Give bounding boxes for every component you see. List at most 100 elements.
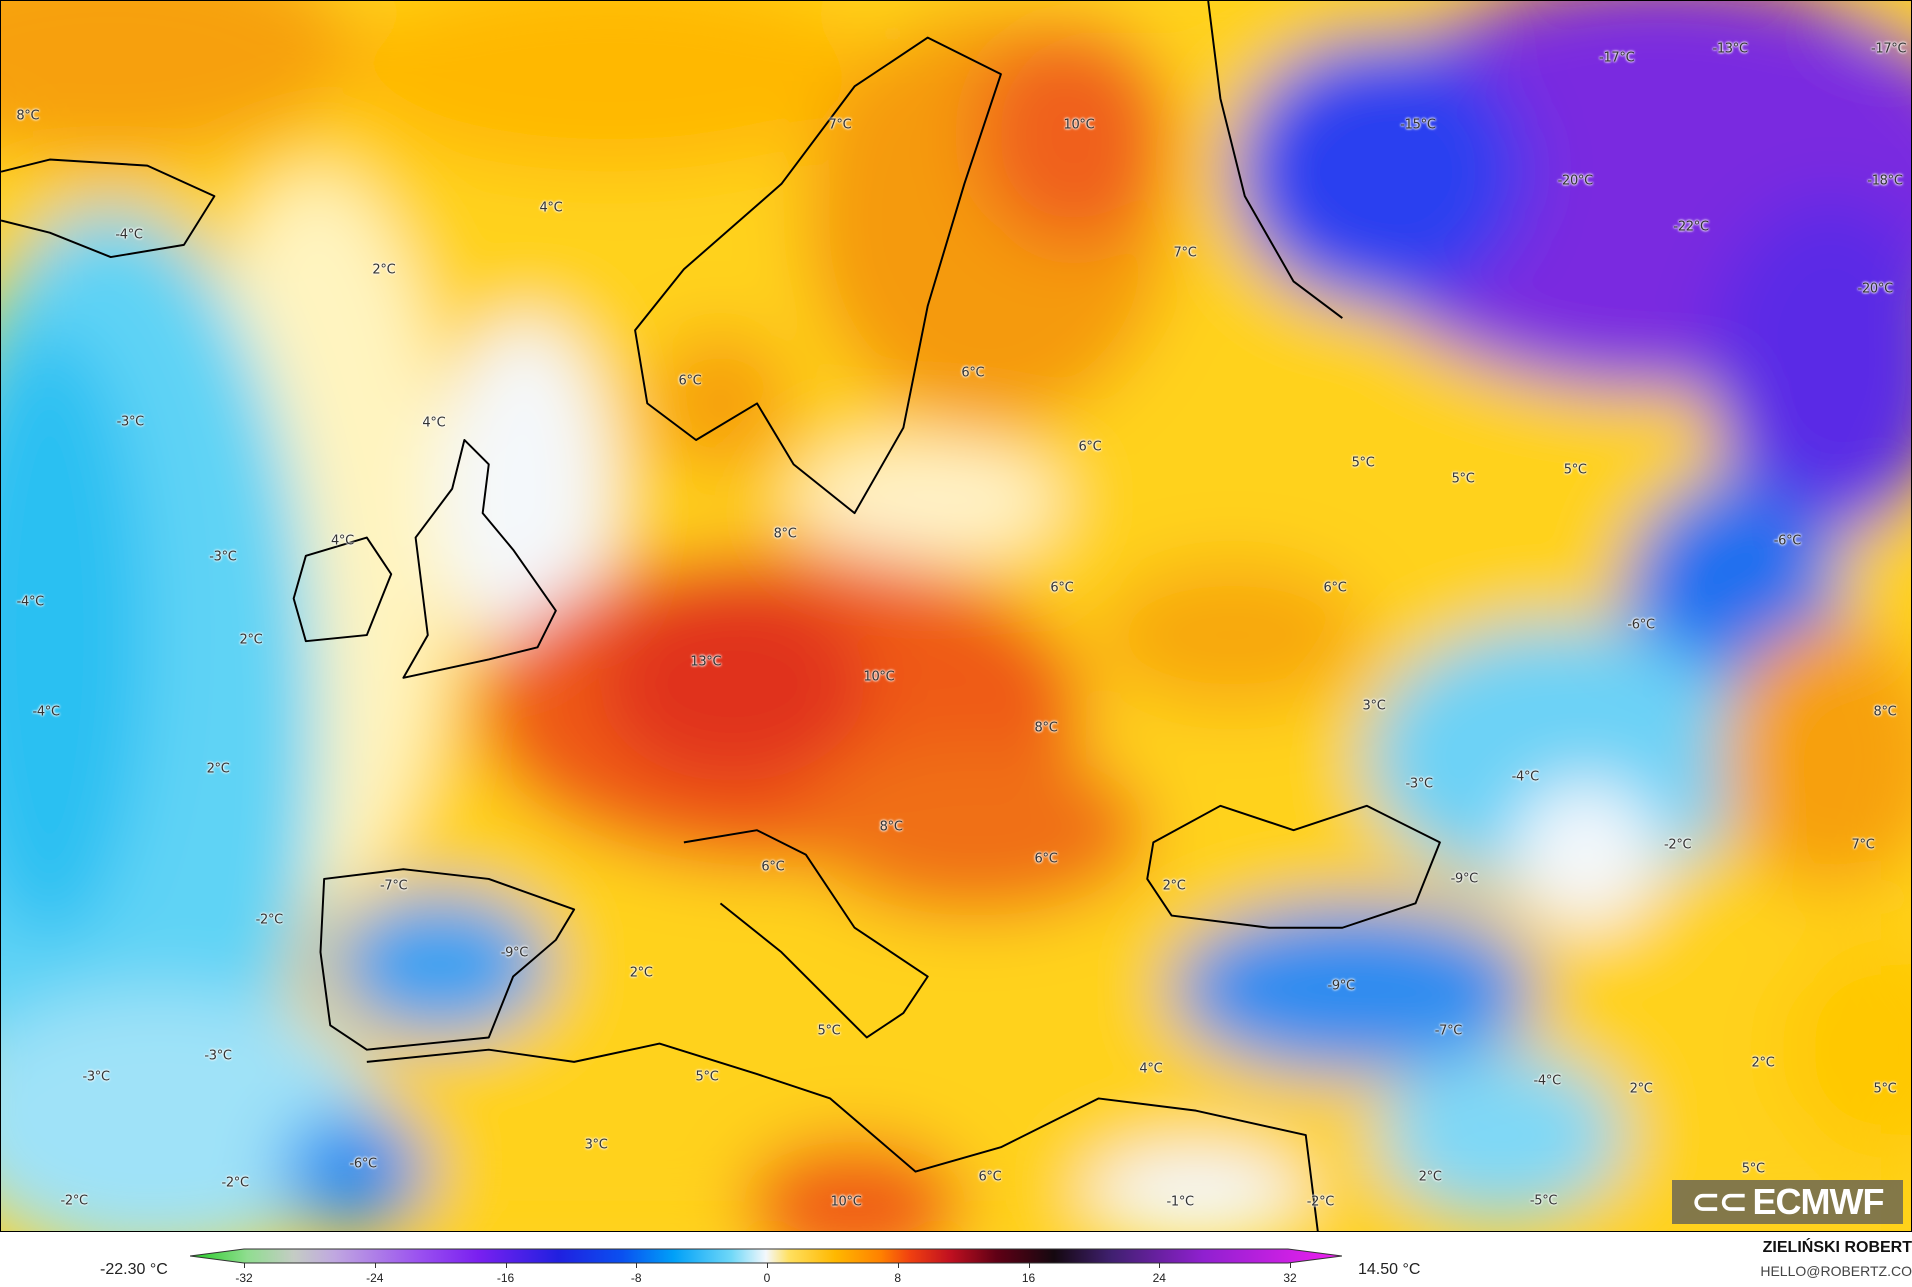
temperature-map: 8°C -4°C 4°C 2°C 7°C 10°C -17°C -13°C -17°C -15°C…: [0, 0, 1912, 1232]
temperature-label: 8°C: [773, 526, 797, 542]
temperature-label: 6°C: [1323, 580, 1347, 596]
temperature-label: 10°C: [863, 669, 895, 685]
temperature-label: -6°C: [1773, 533, 1802, 549]
temperature-label: 10°C: [1063, 117, 1095, 133]
temperature-label: -2°C: [255, 912, 284, 928]
temperature-label: 2°C: [1162, 878, 1186, 894]
tick-label: -32: [235, 1271, 253, 1285]
temperature-label: -4°C: [1533, 1073, 1562, 1089]
temperature-label: 4°C: [539, 200, 563, 216]
temperature-label: 6°C: [1078, 439, 1102, 455]
temperature-label: -9°C: [1450, 871, 1479, 887]
ecmwf-logo-text: ECMWF: [1752, 1181, 1885, 1222]
ecmwf-logo-icon: ⊂⊂: [1691, 1183, 1748, 1221]
temperature-label: 8°C: [1034, 720, 1058, 736]
coastlines: [1, 1, 1441, 1231]
temperature-label: -3°C: [82, 1069, 110, 1084]
temperature-label: 5°C: [695, 1069, 719, 1084]
temperature-label: 6°C: [1050, 580, 1074, 596]
temperature-label: 13°C: [690, 654, 722, 670]
temperature-label: 7°C: [828, 117, 852, 133]
tick-mark: [636, 1263, 638, 1268]
temperature-label: -1°C: [1166, 1194, 1194, 1210]
temperature-label: -4°C: [32, 704, 60, 720]
temperature-label: 5°C: [1741, 1161, 1765, 1177]
temperature-label: -17°C: [1599, 50, 1635, 66]
temperature-label: 5°C: [1451, 471, 1475, 487]
temperature-label: -4°C: [16, 594, 45, 610]
temperature-label: 4°C: [422, 415, 446, 431]
temperature-label: 2°C: [372, 262, 396, 278]
temperature-label: 8°C: [879, 819, 903, 835]
tick-label: 0: [763, 1271, 771, 1285]
tick-mark: [1159, 1263, 1161, 1268]
color-scale-bar: [190, 1248, 1342, 1264]
temperature-label: 4°C: [1139, 1061, 1163, 1077]
temperature-label: 8°C: [16, 108, 40, 124]
temperature-label: 6°C: [1034, 851, 1058, 867]
temperature-label: 2°C: [206, 761, 230, 777]
tick-mark: [244, 1263, 245, 1268]
temperature-label: 6°C: [978, 1169, 1002, 1184]
temperature-label: -3°C: [204, 1048, 232, 1064]
tick-label: 32: [1283, 1271, 1297, 1285]
tick-mark: [374, 1263, 376, 1268]
legend-min-value: -22.30 °C: [100, 1261, 168, 1278]
temperature-label: -2°C: [221, 1175, 249, 1191]
temperature-label: 4°C: [330, 533, 354, 549]
temperature-label: -4°C: [1511, 769, 1540, 785]
temperature-label: -2°C: [1306, 1194, 1335, 1210]
temperature-label: 5°C: [1563, 462, 1587, 478]
tick-mark: [897, 1263, 899, 1268]
tick-label: -8: [630, 1271, 642, 1285]
tick-mark: [1290, 1263, 1291, 1268]
temperature-label: 6°C: [761, 859, 785, 875]
temperature-label: 6°C: [678, 373, 702, 389]
tick-label: 16: [1021, 1271, 1036, 1285]
temperature-label: 3°C: [1362, 698, 1386, 714]
author-credit: ZIELIŃSKI ROBERT: [1762, 1239, 1912, 1256]
temperature-label: -3°C: [116, 414, 145, 430]
temperature-label: -3°C: [209, 549, 237, 565]
temperature-label: 7°C: [1851, 837, 1875, 853]
temperature-label: 2°C: [1751, 1055, 1775, 1071]
tick-mark: [1028, 1263, 1030, 1268]
temperature-field: [1, 1, 1911, 1231]
temperature-label: -3°C: [1405, 776, 1433, 792]
temperature-label: 2°C: [1418, 1169, 1442, 1184]
temperature-label: -9°C: [1327, 978, 1355, 994]
temperature-label: -18°C: [1867, 173, 1903, 189]
author-email: HELLO@ROBERTZ.CO: [1760, 1263, 1912, 1279]
tick-mark: [505, 1263, 507, 1268]
temperature-label: -6°C: [1627, 617, 1655, 633]
temperature-label: -13°C: [1712, 41, 1748, 57]
temperature-label: -7°C: [1434, 1023, 1463, 1039]
temperature-label: 2°C: [1629, 1081, 1653, 1097]
ecmwf-logo: ⊂⊂ ECMWF: [1672, 1180, 1903, 1224]
temperature-label: -2°C: [1664, 837, 1692, 853]
tick-mark: [767, 1263, 768, 1268]
temperature-label: -6°C: [349, 1156, 377, 1172]
temperature-label: -15°C: [1400, 117, 1436, 133]
temperature-label: 8°C: [1873, 704, 1897, 720]
temperature-label: 5°C: [1351, 455, 1375, 471]
temperature-label: -9°C: [500, 945, 529, 961]
temperature-label: -20°C: [1557, 173, 1594, 189]
tick-label: -16: [496, 1271, 515, 1285]
temperature-label: 2°C: [239, 632, 263, 648]
temperature-label: -4°C: [115, 227, 143, 243]
temperature-label: -5°C: [1529, 1193, 1558, 1209]
temperature-label: 5°C: [1873, 1081, 1897, 1097]
tick-label: 8: [894, 1271, 902, 1285]
temperature-label: -17°C: [1870, 41, 1907, 57]
tick-label: -24: [366, 1271, 384, 1285]
tick-label: 24: [1152, 1271, 1166, 1285]
temperature-label: -7°C: [379, 878, 408, 894]
temperature-label: -22°C: [1673, 219, 1709, 235]
temperature-label: 2°C: [629, 965, 653, 981]
temperature-label: 6°C: [961, 365, 985, 381]
legend-max-value: 14.50 °C: [1358, 1261, 1421, 1278]
temperature-label: 7°C: [1173, 245, 1197, 261]
temperature-label: 10°C: [830, 1194, 862, 1210]
temperature-label: -2°C: [60, 1193, 88, 1209]
